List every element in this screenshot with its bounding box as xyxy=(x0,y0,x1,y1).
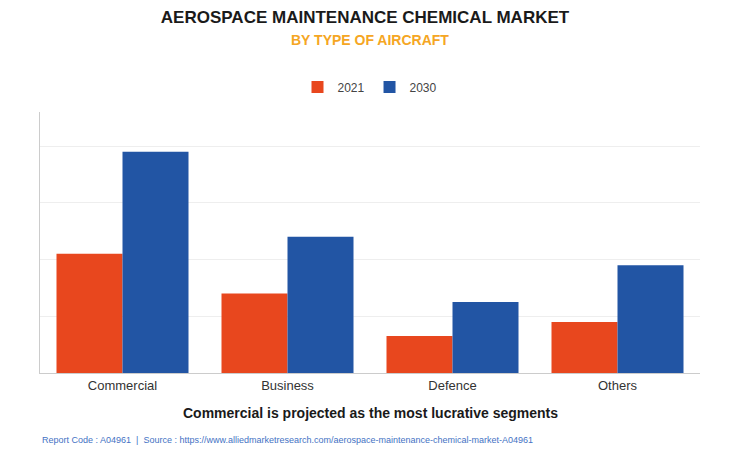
svg-text:2021: 2021 xyxy=(338,81,365,95)
svg-text:Defence: Defence xyxy=(428,378,476,393)
svg-text:Report Code : A04961 | Sourc: Report Code : A04961 | Source : https://… xyxy=(42,435,533,445)
svg-text:2030: 2030 xyxy=(410,81,437,95)
svg-text:Business: Business xyxy=(261,378,314,393)
svg-text:Commercial is projected as the: Commercial is projected as the most lucr… xyxy=(183,405,558,421)
svg-text:Commercial: Commercial xyxy=(88,378,157,393)
svg-text:BY TYPE OF AIRCRAFT: BY TYPE OF AIRCRAFT xyxy=(291,32,449,48)
svg-text:Others: Others xyxy=(598,378,638,393)
svg-text:AEROSPACE MAINTENANCE CHEMICAL: AEROSPACE MAINTENANCE CHEMICAL MARKET xyxy=(161,8,570,27)
